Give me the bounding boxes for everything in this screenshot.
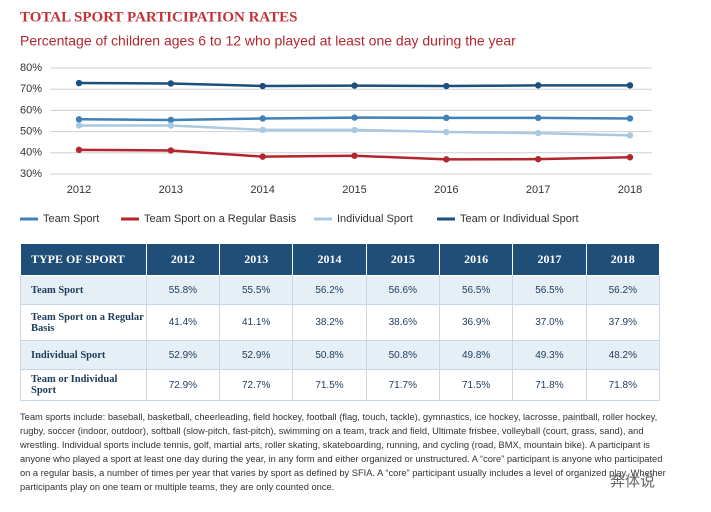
table-cell: 56.2% xyxy=(585,275,661,305)
table-cell: 71.8% xyxy=(512,369,587,401)
header-cell: 2012 xyxy=(145,243,221,276)
x-tick-label: 2013 xyxy=(159,184,183,196)
data-point xyxy=(626,115,634,122)
table-cell: 52.9% xyxy=(219,340,294,370)
table-cell: 72.9% xyxy=(145,369,221,401)
table-cell: 37.9% xyxy=(585,304,661,341)
x-tick-label: 2017 xyxy=(526,184,550,196)
data-point xyxy=(75,122,83,129)
table-cell: 52.9% xyxy=(145,340,221,370)
data-point xyxy=(626,132,634,139)
table-cell: 56.6% xyxy=(365,275,440,305)
legend-label: Individual Sport xyxy=(337,213,413,225)
data-point xyxy=(443,156,450,163)
data-point xyxy=(167,147,175,154)
table-row: Team or Individual Sport 72.9% 72.7% 71.5% 7… xyxy=(20,369,661,401)
header-cell: 2014 xyxy=(292,243,367,276)
table-cell: 49.8% xyxy=(438,340,514,370)
data-point xyxy=(259,153,266,160)
data-point xyxy=(75,79,83,87)
table-row: Individual Sport 52.9% 52.9% 50.8% 50.8% 49.8… xyxy=(20,340,661,370)
data-point xyxy=(534,155,542,163)
x-tick-label: 2016 xyxy=(434,184,458,196)
data-point xyxy=(534,114,542,122)
header-cell: 2017 xyxy=(512,243,587,276)
data-point xyxy=(351,126,358,134)
table-cell: 41.1% xyxy=(219,304,294,341)
y-tick-label: 70% xyxy=(20,83,42,95)
table-cell: 50.8% xyxy=(365,340,440,370)
data-point xyxy=(259,82,266,90)
legend-label: Team Sport on a Regular Basis xyxy=(144,213,297,225)
table-cell: 56.5% xyxy=(512,275,587,305)
data-point xyxy=(351,152,358,159)
table-cell: 49.3% xyxy=(512,340,587,370)
data-point xyxy=(259,126,266,134)
header-cell: 2015 xyxy=(365,243,440,276)
data-point xyxy=(534,82,542,89)
row-label: Individual Sport xyxy=(20,340,147,370)
table-cell: 71.8% xyxy=(585,369,661,401)
data-point xyxy=(443,128,450,136)
data-point xyxy=(626,154,634,161)
header-cell: 2013 xyxy=(219,243,294,276)
legend-label: Team or Individual Sport xyxy=(460,213,579,225)
table-cell: 71.5% xyxy=(292,369,367,401)
y-tick-label: 40% xyxy=(20,147,42,159)
watermark: 奔体说 xyxy=(610,472,656,490)
header-cell: TYPE OF SPORT xyxy=(20,243,147,276)
data-point xyxy=(75,146,83,154)
data-point xyxy=(443,114,450,122)
y-tick-label: 80% xyxy=(20,62,42,74)
row-label: Team or Individual Sport xyxy=(20,369,147,401)
header-cell: 2018 xyxy=(585,243,661,276)
data-point xyxy=(167,122,175,129)
x-tick-label: 2015 xyxy=(342,184,366,196)
table-cell: 48.2% xyxy=(585,340,661,370)
data-point xyxy=(443,82,450,90)
y-tick-label: 50% xyxy=(20,126,42,138)
table-cell: 55.8% xyxy=(145,275,221,305)
x-tick-label: 2018 xyxy=(618,184,642,196)
footnote: Team sports include: baseball, basketbal… xyxy=(20,412,666,492)
row-label: Team Sport xyxy=(20,275,147,305)
header-cell: 2016 xyxy=(438,243,514,276)
table-cell: 72.7% xyxy=(219,369,294,401)
y-tick-label: 30% xyxy=(20,168,42,180)
table-cell: 56.5% xyxy=(438,275,514,305)
data-point xyxy=(351,114,358,121)
table-row: Team Sport 55.8% 55.5% 56.2% 56.6% 56.5% 56.5%… xyxy=(20,275,661,305)
table-cell: 38.2% xyxy=(292,304,367,341)
table-cell: 50.8% xyxy=(292,340,367,370)
data-point xyxy=(167,116,175,124)
x-tick-label: 2012 xyxy=(67,184,91,196)
table-cell: 38.6% xyxy=(365,304,440,341)
data-point xyxy=(626,82,634,89)
legend-label: Team Sport xyxy=(43,213,99,225)
chart-subtitle: Percentage of children ages 6 to 12 who … xyxy=(20,33,516,49)
chart: TOTAL SPORT PARTICIPATION RATES Percenta… xyxy=(20,9,652,225)
header-row: TYPE OF SPORT 2012 2013 2014 2015 2016 2017 201… xyxy=(20,243,661,276)
data-table: TYPE OF SPORT 2012 2013 2014 2015 2016 2017 201… xyxy=(20,243,661,401)
table-cell: 71.5% xyxy=(438,369,514,401)
data-point xyxy=(75,116,83,123)
data-point xyxy=(259,115,266,122)
table-cell: 36.9% xyxy=(438,304,514,341)
x-tick-label: 2014 xyxy=(250,184,274,196)
table-cell: 55.5% xyxy=(219,275,294,305)
table-cell: 41.4% xyxy=(145,304,221,341)
table-cell: 37.0% xyxy=(512,304,587,341)
data-point xyxy=(167,80,175,87)
chart-title: TOTAL SPORT PARTICIPATION RATES xyxy=(20,9,297,25)
y-tick-label: 60% xyxy=(20,104,42,116)
data-point xyxy=(534,129,542,137)
table-row: Team Sport on a Regular Basis 41.4% 41.1% 3… xyxy=(20,304,661,341)
table-cell: 56.2% xyxy=(292,275,367,305)
data-point xyxy=(351,82,358,89)
table-cell: 71.7% xyxy=(365,369,440,401)
row-label: Team Sport on a Regular Basis xyxy=(20,304,147,341)
